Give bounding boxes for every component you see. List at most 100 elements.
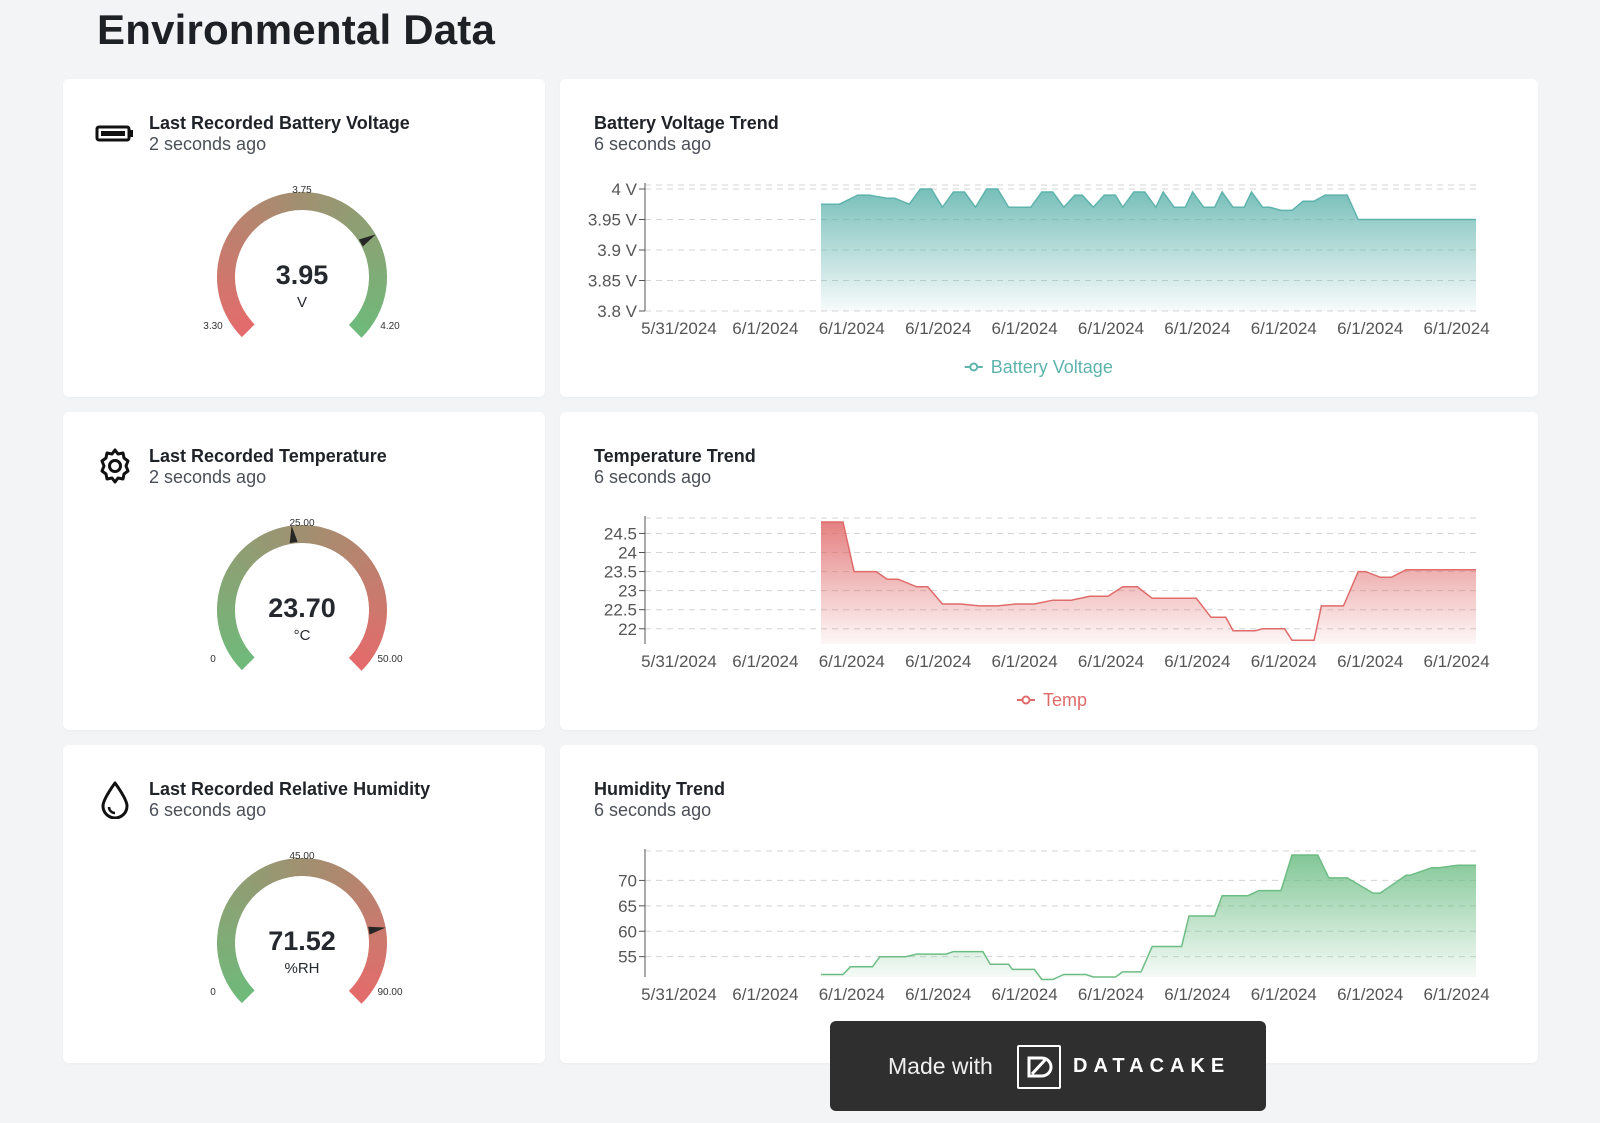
x-tick-label: 5/31/2024 [641, 652, 717, 671]
gauge-arc-segment [317, 860, 330, 880]
card-timestamp: 2 seconds ago [149, 467, 267, 487]
gauge-arc-segment [225, 972, 245, 988]
x-tick-label: 6/1/2024 [992, 985, 1058, 1004]
gauge-arc-segment [275, 860, 288, 880]
x-tick-label: 6/1/2024 [1337, 985, 1403, 1004]
gauge-arc-segment [322, 196, 336, 216]
gauge-arc-segment [246, 873, 264, 893]
gauge-arc-segment [237, 882, 256, 900]
y-tick-label: 22.5 [604, 601, 637, 620]
gauge-arc-segment [341, 874, 358, 893]
x-tick-label: 6/1/2024 [1078, 985, 1144, 1004]
gauge: 45.00 0 90.00 71.52 %RH [197, 845, 407, 1005]
card-timestamp: 6 seconds ago [149, 800, 267, 820]
battery-voltage-card: Last Recorded Battery Voltage 2 seconds … [63, 79, 545, 397]
y-tick-label: 24 [618, 544, 637, 563]
gauge-arc-segment [223, 237, 243, 252]
card-title: Humidity Trend [594, 779, 726, 799]
gauge-mid-label: 45.00 [289, 851, 314, 862]
water-drop-icon [101, 781, 129, 819]
y-tick-label: 65 [618, 897, 637, 916]
gauge-arc-segment [345, 878, 363, 897]
legend-item[interactable]: Temp [1017, 690, 1087, 710]
gauge-value: 71.52 [268, 926, 336, 956]
gauge-arc-segment [355, 977, 375, 994]
gauge-graphic: 25.00 0 50.00 [210, 518, 403, 671]
gauge-arc-segment [336, 204, 353, 224]
gauge-arc-segment [327, 198, 342, 218]
gauge-arc-segment [229, 644, 248, 660]
gauge-arc-segment [349, 549, 368, 568]
gauge-needle [368, 926, 386, 935]
x-tick-label: 6/1/2024 [819, 652, 885, 671]
gauge-arc-segment [241, 877, 260, 896]
gauge-arc-segment [233, 554, 252, 571]
x-tick-label: 6/1/2024 [1078, 652, 1144, 671]
x-tick-label: 6/1/2024 [1424, 985, 1490, 1004]
series-line [821, 188, 1476, 221]
x-tick-label: 6/1/2024 [1337, 652, 1403, 671]
legend-item[interactable]: Battery Voltage [964, 357, 1113, 377]
gauge-arc-segment [282, 525, 293, 545]
gauge-arc-segment [237, 216, 256, 234]
gauge-arc-segment [361, 571, 381, 586]
gauge-arc-segment [356, 227, 375, 243]
x-tick-label: 6/1/2024 [732, 985, 798, 1004]
x-tick-label: 6/1/2024 [1164, 319, 1230, 338]
gauge: 25.00 0 50.00 23.70 °C [197, 512, 407, 672]
gauge-arc-segment [358, 307, 378, 323]
gauge-arc-segment [363, 910, 384, 924]
gauge-arc-segment [348, 320, 367, 338]
gauge-arc-segment [341, 208, 358, 227]
gauge-arc-segment [352, 316, 371, 333]
gauge-arc-segment [288, 858, 298, 877]
battery-voltage-trend-card: Battery Voltage Trend 6 seconds ago 4 V 3… [560, 79, 1538, 397]
temperature-trend-card: Temperature Trend 6 seconds ago 24.5 24 23… [560, 412, 1538, 730]
gauge-arc-segment [363, 244, 384, 258]
x-tick-label: 6/1/2024 [732, 652, 798, 671]
gauge-arc-segment [221, 909, 241, 923]
card-timestamp: 6 seconds ago [594, 134, 712, 154]
gauge-arc-segment [349, 882, 368, 901]
gauge-arc-segment [345, 545, 363, 564]
gauge: 3.75 3.30 4.20 3.95 V [197, 179, 407, 339]
gauge-graphic: 45.00 0 90.00 [210, 851, 403, 1004]
gauge-arc-segment [363, 577, 384, 591]
gauge-unit: %RH [284, 960, 320, 977]
gauge-arc-segment [236, 985, 255, 1004]
series-line [821, 521, 1476, 641]
gauge-arc-segment [307, 192, 317, 211]
legend-marker-icon [1021, 695, 1031, 705]
x-tick-label: 6/1/2024 [1251, 319, 1317, 338]
x-tick-label: 6/1/2024 [905, 319, 971, 338]
card-title: Last Recorded Relative Humidity [149, 779, 431, 799]
gauge-arc-segment [348, 986, 367, 1004]
x-tick-label: 6/1/2024 [1251, 652, 1317, 671]
gauge-arc-segment [288, 192, 298, 211]
battery-icon [95, 125, 133, 142]
humidity-card: Last Recorded Relative Humidity 6 second… [63, 745, 545, 1063]
gauge-arc-segment [233, 887, 252, 904]
gauge-arc-segment [252, 870, 268, 889]
gauge-arc-segment [352, 221, 372, 239]
gauge-arc-segment [312, 859, 323, 879]
gauge-arc-segment [236, 319, 255, 338]
x-tick-label: 6/1/2024 [1251, 985, 1317, 1004]
y-tick-label: 3.95 V [588, 211, 638, 230]
made-with-datacake-badge[interactable]: Made with DATACAKE [830, 1021, 1266, 1111]
gauge-arc-segment [332, 534, 348, 554]
humidity-trend-card: Humidity Trend 6 seconds ago 70 65 60 55 5/3… [560, 745, 1538, 1063]
humidity-chart: 70 65 60 555/31/2024 6/1/2024 6/1/2024 6/1/202… [618, 849, 1490, 1004]
gauge-arc-segment [263, 531, 278, 551]
gauge-arc-segment [263, 864, 278, 884]
gauge-arc-segment [322, 862, 336, 882]
gauge-arc-segment [223, 570, 243, 585]
x-tick-label: 6/1/2024 [1424, 652, 1490, 671]
gauge-needle [358, 234, 376, 247]
battery-voltage-chart: 4 V 3.95 V 3.9 V 3.85 V 3.8 V5/31/2024 6/1/20… [588, 180, 1490, 377]
x-tick-label: 6/1/2024 [905, 652, 971, 671]
gauge-arc-segment [349, 216, 368, 235]
card-title: Last Recorded Battery Voltage [149, 113, 410, 133]
gauge-arc-segment [312, 193, 323, 213]
